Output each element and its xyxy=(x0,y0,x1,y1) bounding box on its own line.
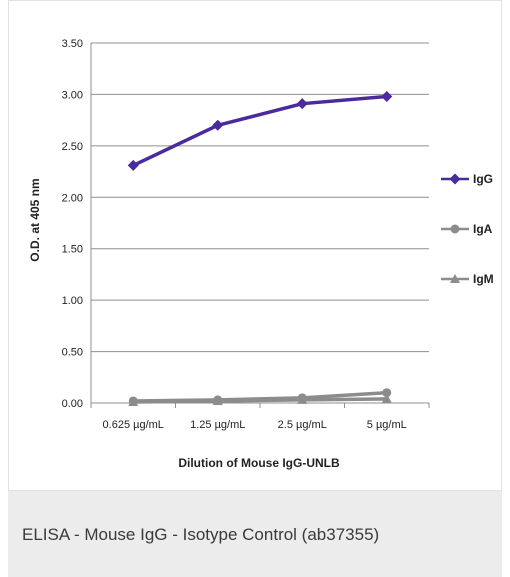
y-tick-label: 0.00 xyxy=(62,398,83,410)
data-point-igm xyxy=(381,393,392,403)
data-point-igg xyxy=(381,90,393,102)
series-line-igg xyxy=(131,94,389,168)
data-point-iga xyxy=(213,395,223,405)
chart-panel: 0.00 0.50 1.00 1.50 2.00 2.50 3.00 3.50 0.625 µg… xyxy=(8,0,502,491)
data-point-iga xyxy=(297,393,307,403)
x-tick-label: 1.25 µg/mL xyxy=(190,419,245,431)
y-tick-label: 1.50 xyxy=(62,244,83,256)
data-point-iga xyxy=(382,388,392,398)
legend-label-igm: IgM xyxy=(473,272,494,286)
y-tick-label: 3.50 xyxy=(62,38,83,50)
data-point-igg xyxy=(127,159,139,171)
figure-caption: ELISA - Mouse IgG - Isotype Control (ab3… xyxy=(8,491,502,577)
y-tick-label: 3.00 xyxy=(62,89,83,101)
data-point-igg xyxy=(296,98,308,110)
y-axis-title: O.D. at 405 nm xyxy=(28,178,42,261)
legend-marker-iga xyxy=(450,224,460,234)
figure-card: 0.00 0.50 1.00 1.50 2.00 2.50 3.00 3.50 0.625 µg… xyxy=(8,0,502,577)
caption-text: ELISA - Mouse IgG - Isotype Control (ab3… xyxy=(22,525,380,544)
y-tick-label: 0.50 xyxy=(62,347,83,359)
legend-label-iga: IgA xyxy=(473,222,493,236)
data-point-igg xyxy=(212,119,224,131)
legend-marker-igm xyxy=(450,274,460,283)
x-axis-title: Dilution of Mouse IgG-UNLB xyxy=(178,456,340,470)
y-tick-label: 2.00 xyxy=(62,192,83,204)
y-tick-label: 1.00 xyxy=(62,295,83,307)
x-tick-label: 5 µg/mL xyxy=(367,419,407,431)
legend-marker-igg xyxy=(449,173,461,185)
line-chart: 0.00 0.50 1.00 1.50 2.00 2.50 3.00 3.50 0.625 µg… xyxy=(28,38,494,470)
data-point-iga xyxy=(128,396,138,406)
y-tick-label: 2.50 xyxy=(62,141,83,153)
series-line-iga xyxy=(131,390,389,403)
x-tick-label: 0.625 µg/mL xyxy=(103,419,164,431)
x-tick-label: 2.5 µg/mL xyxy=(278,419,327,431)
legend-label-igg: IgG xyxy=(473,172,493,186)
